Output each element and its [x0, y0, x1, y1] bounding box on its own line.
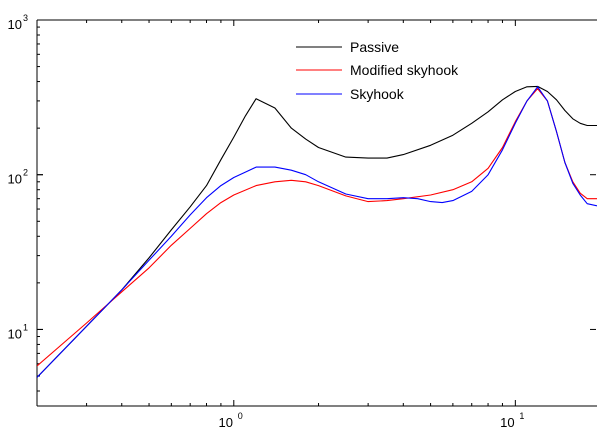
y-tick-label-exponent: 2 — [23, 168, 28, 178]
x-tick-label: 10 — [219, 415, 233, 430]
y-tick-label-exponent: 3 — [23, 13, 28, 23]
y-tick-label-exponent: 1 — [23, 322, 28, 332]
series-line-passive — [37, 85, 597, 378]
y-tick-label: 10 — [8, 326, 22, 341]
legend-label: Modified skyhook — [350, 62, 459, 78]
legend-label: Skyhook — [350, 86, 405, 102]
x-tick-label-exponent: 0 — [238, 411, 243, 421]
legend: Passive Modified skyhook Skyhook — [296, 39, 459, 102]
series-group — [37, 85, 597, 378]
legend-label: Passive — [350, 39, 399, 55]
axes: 10 0 10 110 110 210 3 — [8, 13, 597, 430]
x-tick-label: 10 — [500, 415, 514, 430]
series-line-modified-skyhook — [37, 88, 597, 367]
y-tick-label: 10 — [8, 172, 22, 187]
series-line-skyhook — [37, 86, 597, 378]
x-tick-label-exponent: 1 — [519, 411, 524, 421]
y-tick-label: 10 — [8, 17, 22, 32]
